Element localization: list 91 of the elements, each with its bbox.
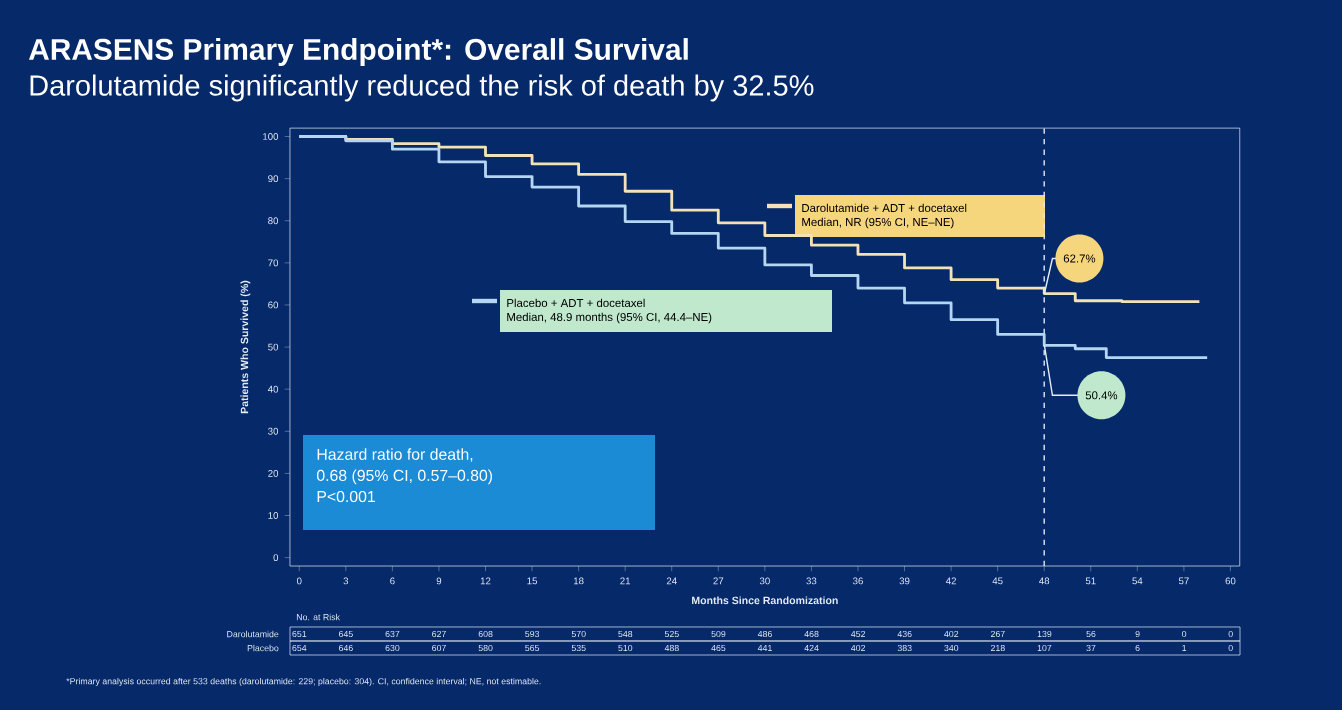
y-tick-label: 60 [268, 301, 279, 309]
y-tick-label: 90 [268, 175, 279, 183]
text: 637 [385, 630, 400, 638]
x-tick-label: 57 [1178, 577, 1189, 585]
text: 383 [897, 644, 912, 652]
text: 107 [1037, 644, 1052, 652]
text: Darolutamide [227, 630, 279, 638]
x-tick-label: 9 [436, 577, 442, 585]
chart-title: ARASENS Primary Endpoint*: Overall Survival [28, 38, 688, 66]
text: 608 [478, 630, 493, 638]
text: 402 [944, 630, 959, 638]
text: 0 [1228, 644, 1233, 652]
text: 56 [1086, 630, 1096, 638]
text: Placebo [247, 644, 279, 652]
text: 218 [990, 644, 1005, 652]
text: 267 [990, 630, 1005, 638]
x-tick-label: 45 [992, 577, 1003, 585]
x-tick-label: 27 [713, 577, 724, 585]
text: *Primary analysis occurred after 533 deaths (darolutamide: 229; placebo: 304). CI, confidence interval; NE, not estimable. [66, 677, 541, 687]
y-tick-label: 100 [263, 133, 279, 140]
x-tick-label: 60 [1225, 577, 1236, 585]
text: 37 [1086, 644, 1096, 652]
text: 488 [664, 644, 679, 652]
y-tick-label: 0 [273, 554, 279, 562]
y-tick-label: 70 [268, 259, 279, 267]
text: 441 [757, 644, 772, 652]
y-tick-label: 50 [268, 343, 279, 351]
x-tick-label: 18 [573, 577, 584, 585]
y-tick-label: 20 [268, 469, 279, 477]
text: 9 [1135, 630, 1140, 638]
annotation: P<0.001 [317, 490, 375, 503]
text: 580 [478, 644, 493, 652]
text: 1 [1182, 644, 1187, 652]
text: 548 [618, 630, 633, 638]
text: 630 [385, 644, 400, 652]
text: 340 [944, 644, 959, 652]
text: 0 [1228, 630, 1233, 638]
legend-label: Placebo + ADT + docetaxel [507, 298, 645, 308]
annotation: Hazard ratio for death, [317, 448, 473, 462]
y-tick-label: 40 [267, 385, 279, 393]
text: 402 [851, 644, 866, 652]
text: 465 [711, 644, 726, 652]
x-tick-label: 15 [527, 577, 538, 585]
text: 509 [711, 630, 726, 638]
text: No. at Risk [296, 613, 340, 621]
annotation: 62.7% [1063, 254, 1096, 263]
x-tick-label: 33 [806, 577, 817, 585]
x-tick-label: 54 [1132, 577, 1143, 585]
y-tick-label: 30 [268, 427, 279, 435]
x-tick-label: 39 [899, 577, 910, 585]
y-tick-label: 10 [268, 512, 279, 519]
legend-label: Darolutamide + ADT + docetaxel [802, 203, 967, 213]
text: 645 [339, 630, 353, 638]
text: 468 [804, 630, 819, 638]
chart-subtitle: Darolutamide significantly reduced the risk of death by 32.5% [30, 74, 814, 102]
x-tick-label: 42 [945, 577, 956, 585]
text: 525 [664, 630, 679, 638]
x-tick-label: 0 [296, 577, 302, 585]
text: 651 [292, 630, 307, 638]
annotation: 0.68 (95% CI, 0.57–0.80) [316, 469, 493, 485]
x-tick-label: 3 [343, 577, 349, 585]
annotation: Median, 48.9 months (95% CI, 44.4–NE) [507, 312, 712, 324]
text: 565 [525, 644, 540, 652]
y-tick-label: 80 [268, 217, 279, 225]
x-tick-label: 12 [480, 577, 491, 585]
annotation: 50.4% [1085, 391, 1118, 400]
text: 452 [851, 630, 866, 638]
x-tick-label: 6 [390, 577, 395, 585]
text: 593 [525, 630, 540, 638]
text: 0 [1182, 630, 1187, 638]
x-tick-label: 51 [1085, 577, 1096, 585]
x-tick-label: 48 [1039, 577, 1050, 585]
text: 6 [1135, 644, 1140, 652]
text: 570 [571, 630, 586, 638]
y-axis-title: Patients Who Survived (%) [240, 280, 251, 414]
text: 139 [1037, 630, 1052, 638]
text: 535 [571, 644, 586, 652]
x-tick-label: 30 [759, 577, 770, 585]
annotation: Median, NR (95% CI, NE–NE) [802, 217, 954, 229]
text: 486 [757, 630, 772, 638]
x-tick-label: 36 [852, 577, 863, 585]
x-axis-title: Months Since Randomization [692, 596, 838, 605]
text: 436 [897, 630, 912, 638]
text: 646 [339, 644, 353, 652]
text: 654 [292, 644, 307, 652]
text: 510 [618, 644, 633, 652]
text: 607 [432, 644, 446, 652]
x-tick-label: 24 [666, 577, 677, 585]
text: 424 [804, 644, 819, 652]
x-tick-label: 21 [620, 577, 631, 585]
text: 627 [432, 630, 446, 638]
